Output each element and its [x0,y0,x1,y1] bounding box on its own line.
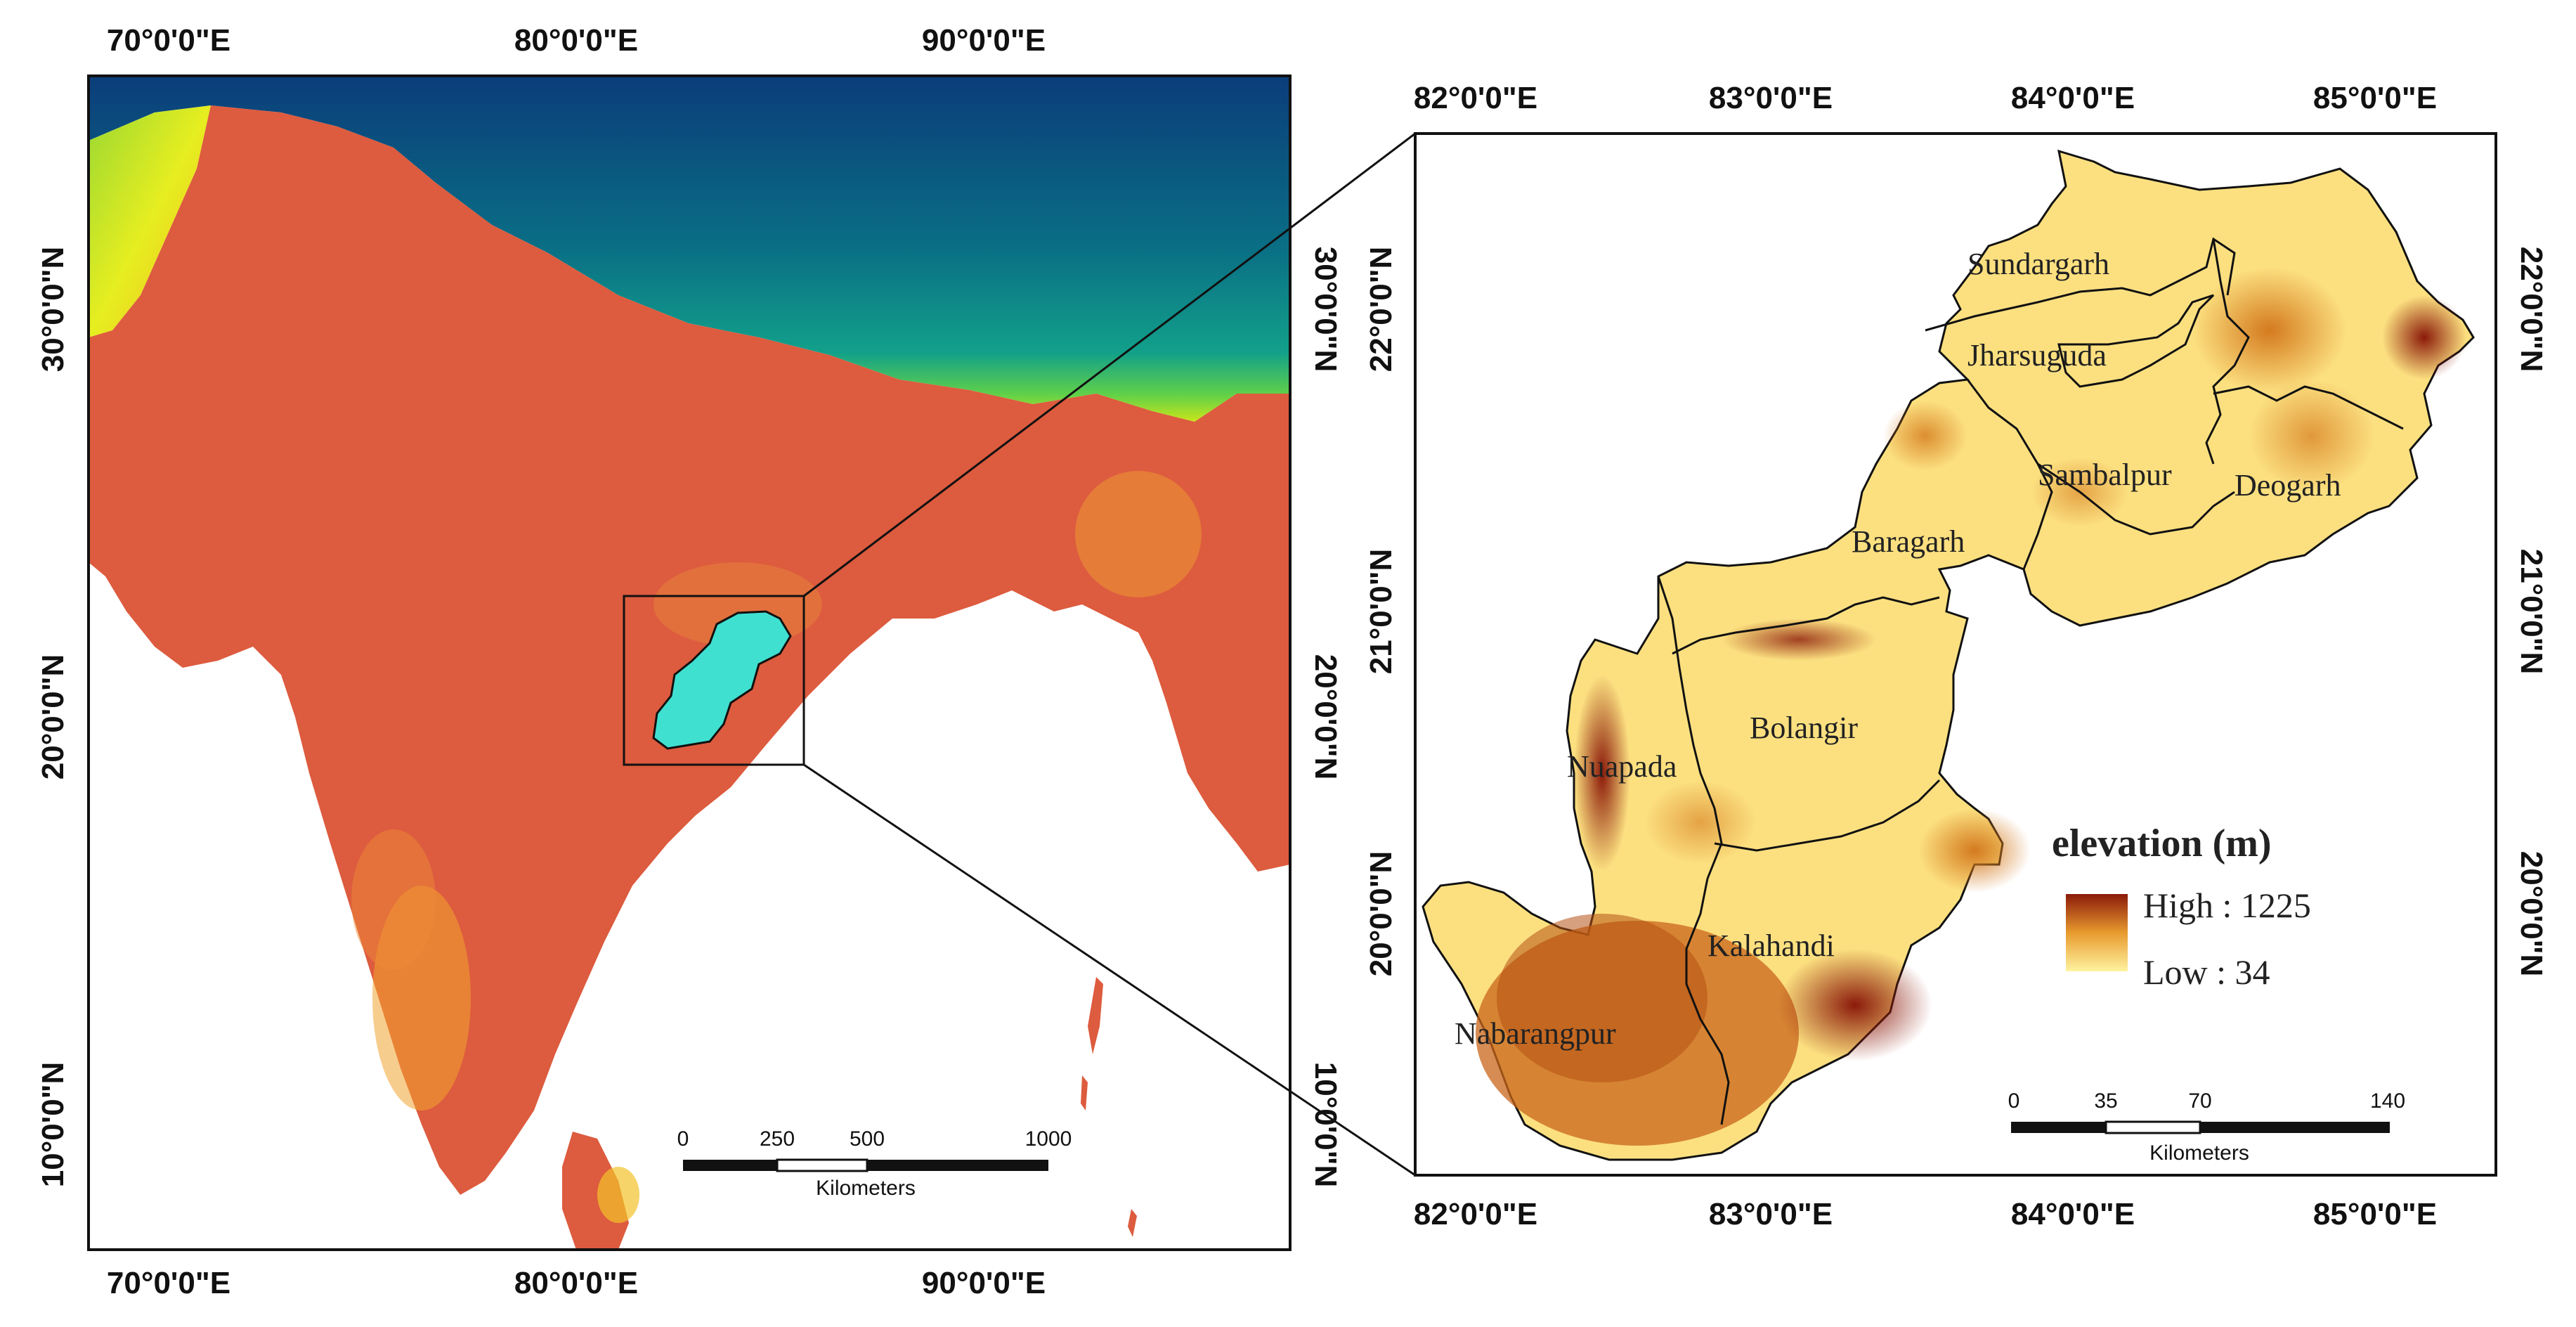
india-overview-map [89,76,1290,1250]
left-lat-label-right-1: 30°0'0"N [1308,247,1343,373]
right-scale-tick-0: 0 [2008,1089,2020,1113]
right-lat-label-right-1: 22°0'0"N [2514,247,2549,373]
west-highlands [89,105,211,337]
right-lon-label-bottom-3: 84°0'0"E [2011,1197,2135,1231]
district-label-baragarh: Baragarh [1852,524,1965,559]
left-lon-label-top-3: 90°0'0"E [922,23,1046,58]
right-lon-label-top-2: 83°0'0"E [1709,81,1833,115]
left-lon-label-top-2: 80°0'0"E [514,23,638,58]
left-lat-label-left-2: 20°0'0"N [36,654,70,780]
right-lon-label-bottom-1: 82°0'0"E [1414,1197,1537,1231]
right-lat-label-left-3: 20°0'0"N [1364,851,1398,977]
study-area-highlight [652,610,792,750]
right-lat-label-right-3: 20°0'0"N [2514,851,2549,977]
district-boundaries [1657,237,2404,1125]
right-lon-label-top-3: 84°0'0"E [2011,81,2135,115]
right-lon-label-bottom-2: 83°0'0"E [1709,1197,1833,1231]
right-lat-label-left-1: 22°0'0"N [1364,247,1398,373]
left-lat-label-right-3: 10°0'0"N [1308,1062,1343,1188]
left-scale-tick-0: 0 [677,1127,689,1151]
right-lon-label-bottom-4: 85°0'0"E [2313,1197,2437,1231]
right-lat-label-right-2: 21°0'0"N [2514,549,2549,675]
left-scale-tick-1000: 1000 [1025,1127,1072,1151]
right-scale-tick-140: 140 [2370,1089,2405,1113]
connector-line-bottom [803,763,1416,1177]
legend-color-ramp [2066,894,2128,971]
left-lat-label-left-1: 30°0'0"N [36,247,70,373]
left-map-frame [87,75,1292,1251]
right-scale-tick-70: 70 [2188,1089,2211,1113]
legend-high: High : 1225 [2143,886,2311,925]
legend-low: Low : 34 [2143,952,2270,992]
inset-box [623,595,805,766]
left-scale-unit: Kilometers [816,1177,916,1200]
legend-title: elevation (m) [2052,822,2272,865]
right-lon-label-top-4: 85°0'0"E [2313,81,2437,115]
left-scale-bar: 0 250 500 1000 Kilometers [677,1127,1072,1200]
left-lon-label-bottom-1: 70°0'0"E [107,1266,230,1300]
right-map-frame [1414,132,2497,1177]
left-lat-label-left-3: 10°0'0"N [36,1062,70,1188]
right-lat-label-left-2: 21°0'0"N [1364,549,1398,675]
left-lat-label-right-2: 20°0'0"N [1308,654,1343,780]
district-label-nuapada: Nuapada [1567,749,1677,784]
himalaya-terrain [89,76,1290,422]
district-label-sundargarh: Sundargarh [1967,247,2109,281]
andaman-islands [1081,977,1137,1237]
study-area-map [1415,134,2496,1175]
left-lon-label-bottom-2: 80°0'0"E [514,1266,638,1300]
district-label-bolangir: Bolangir [1750,711,1858,745]
right-lon-label-top-1: 82°0'0"E [1414,81,1537,115]
connector-line-top [803,132,1416,597]
district-label-jharsuguda: Jharsuguda [1967,338,2107,373]
right-scale-unit: Kilometers [2149,1141,2249,1165]
district-label-deogarh: Deogarh [2235,468,2341,503]
right-scale-tick-35: 35 [2094,1089,2117,1113]
district-label-kalahandi: Kalahandi [1707,928,1835,963]
right-scale-bar: 0 35 70 140 Kilometers [2008,1089,2405,1165]
elevation-legend: elevation (m) High : 1225 Low : 34 [2052,822,2311,992]
district-label-nabarangpur: Nabarangpur [1455,1016,1616,1051]
left-scale-tick-250: 250 [760,1127,795,1151]
district-label-sambalpur: Sambalpur [2038,458,2172,492]
left-lon-label-top-1: 70°0'0"E [107,23,230,58]
left-scale-tick-500: 500 [850,1127,885,1151]
left-lon-label-bottom-3: 90°0'0"E [922,1266,1046,1300]
